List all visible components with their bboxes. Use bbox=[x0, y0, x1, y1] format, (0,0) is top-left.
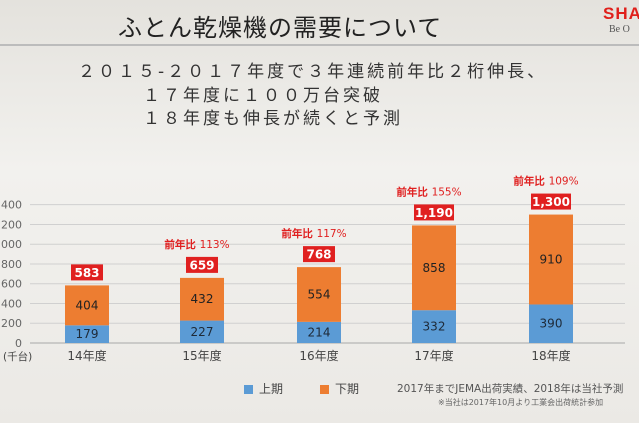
total-label-4: 1,300 bbox=[532, 195, 570, 209]
legend-label-first-half: 上期 bbox=[259, 382, 284, 396]
y-tick-label-4: 800 bbox=[1, 258, 22, 271]
total-badge-4 bbox=[531, 193, 571, 210]
brand-logo: SHAR bbox=[603, 4, 639, 23]
bar-second-half-0 bbox=[65, 285, 109, 326]
total-badge-1 bbox=[186, 256, 218, 273]
growth-label-4: 前年比 109% bbox=[513, 175, 578, 188]
legend-item-second-half: 下期 bbox=[320, 380, 359, 397]
legend-item-first-half: 上期 bbox=[244, 380, 283, 397]
growth-label-1: 前年比 113% bbox=[164, 238, 229, 251]
bar-first-half-3 bbox=[412, 310, 456, 343]
total-badge-0 bbox=[71, 264, 103, 281]
bar-first-half-1 bbox=[180, 320, 224, 343]
y-tick-label-0: 0 bbox=[15, 337, 22, 350]
data-label-first-half-3: 332 bbox=[423, 320, 446, 334]
total-label-2: 768 bbox=[306, 248, 331, 262]
data-label-second-half-2: 554 bbox=[308, 287, 331, 301]
x-tick-label-0: 14年度 bbox=[67, 348, 106, 363]
bar-second-half-4 bbox=[529, 214, 573, 305]
data-label-first-half-1: 227 bbox=[191, 325, 214, 339]
y-tick-label-3: 600 bbox=[1, 278, 22, 291]
total-label-0: 583 bbox=[74, 266, 99, 280]
x-tick-label-3: 17年度 bbox=[414, 348, 453, 363]
unit-label: (千台) bbox=[3, 350, 32, 363]
legend-swatch-first-half bbox=[244, 385, 253, 394]
data-label-second-half-3: 858 bbox=[423, 261, 446, 275]
stacked-bar-chart: 0 200 400 600 800 1,000 1,200 1,400 (千台) 179 404 58… bbox=[0, 175, 625, 363]
bar-first-half-4 bbox=[529, 304, 573, 343]
y-tick-label-6: 1,200 bbox=[0, 218, 22, 231]
y-tick-label-5: 1,000 bbox=[0, 238, 22, 251]
data-label-second-half-1: 432 bbox=[191, 292, 214, 306]
headline-line-1: ２０１５-２０１７年度で３年連続前年比２桁伸長、 bbox=[78, 62, 548, 82]
total-badge-3 bbox=[414, 204, 454, 221]
y-tick-label-2: 400 bbox=[1, 297, 22, 310]
growth-prefix-2: 前年比 bbox=[281, 227, 316, 240]
bar-second-half-3 bbox=[412, 225, 456, 311]
growth-prefix-3: 前年比 bbox=[396, 185, 431, 198]
slide-title: ふとん乾燥機の需要について bbox=[118, 14, 443, 42]
x-tick-label-2: 16年度 bbox=[299, 348, 338, 363]
y-tick-label-1: 200 bbox=[1, 317, 22, 330]
growth-value-3: 155% bbox=[432, 186, 462, 198]
x-tick-label-4: 18年度 bbox=[531, 348, 570, 363]
growth-value-4: 109% bbox=[549, 176, 579, 188]
data-label-first-half-4: 390 bbox=[540, 317, 563, 331]
legend-swatch-second-half bbox=[320, 385, 329, 394]
bar-first-half-0 bbox=[65, 325, 109, 343]
source-note: 2017年までJEMA出荷実績、2018年は当社予測 bbox=[397, 383, 624, 395]
data-label-first-half-2: 214 bbox=[308, 325, 331, 339]
growth-prefix-4: 前年比 bbox=[513, 175, 548, 188]
total-badge-2 bbox=[303, 246, 335, 263]
total-label-1: 659 bbox=[189, 258, 214, 272]
data-label-second-half-0: 404 bbox=[76, 298, 99, 312]
growth-prefix-1: 前年比 bbox=[164, 238, 199, 251]
bar-second-half-2 bbox=[297, 267, 341, 322]
growth-label-3: 前年比 155% bbox=[396, 185, 461, 198]
brand-tagline: Be O bbox=[609, 24, 630, 35]
headline-line-2: １７年度に１００万台突破 bbox=[143, 86, 383, 106]
bar-first-half-2 bbox=[297, 321, 341, 343]
title-divider bbox=[0, 44, 639, 46]
bar-second-half-1 bbox=[180, 277, 224, 321]
x-tick-label-1: 15年度 bbox=[182, 348, 221, 363]
total-label-3: 1,190 bbox=[415, 206, 453, 220]
growth-value-1: 113% bbox=[200, 239, 230, 251]
growth-label-2: 前年比 117% bbox=[281, 227, 346, 240]
headline-line-3: １８年度も伸長が続くと予測 bbox=[143, 109, 403, 129]
data-label-second-half-4: 910 bbox=[540, 253, 563, 267]
y-tick-label-7: 1,400 bbox=[0, 199, 22, 212]
data-label-first-half-0: 179 bbox=[76, 327, 99, 341]
legend-label-second-half: 下期 bbox=[335, 382, 360, 396]
growth-value-2: 117% bbox=[317, 228, 347, 240]
footnote: ※当社は2017年10月より工業会出荷統計参加 bbox=[438, 398, 604, 407]
